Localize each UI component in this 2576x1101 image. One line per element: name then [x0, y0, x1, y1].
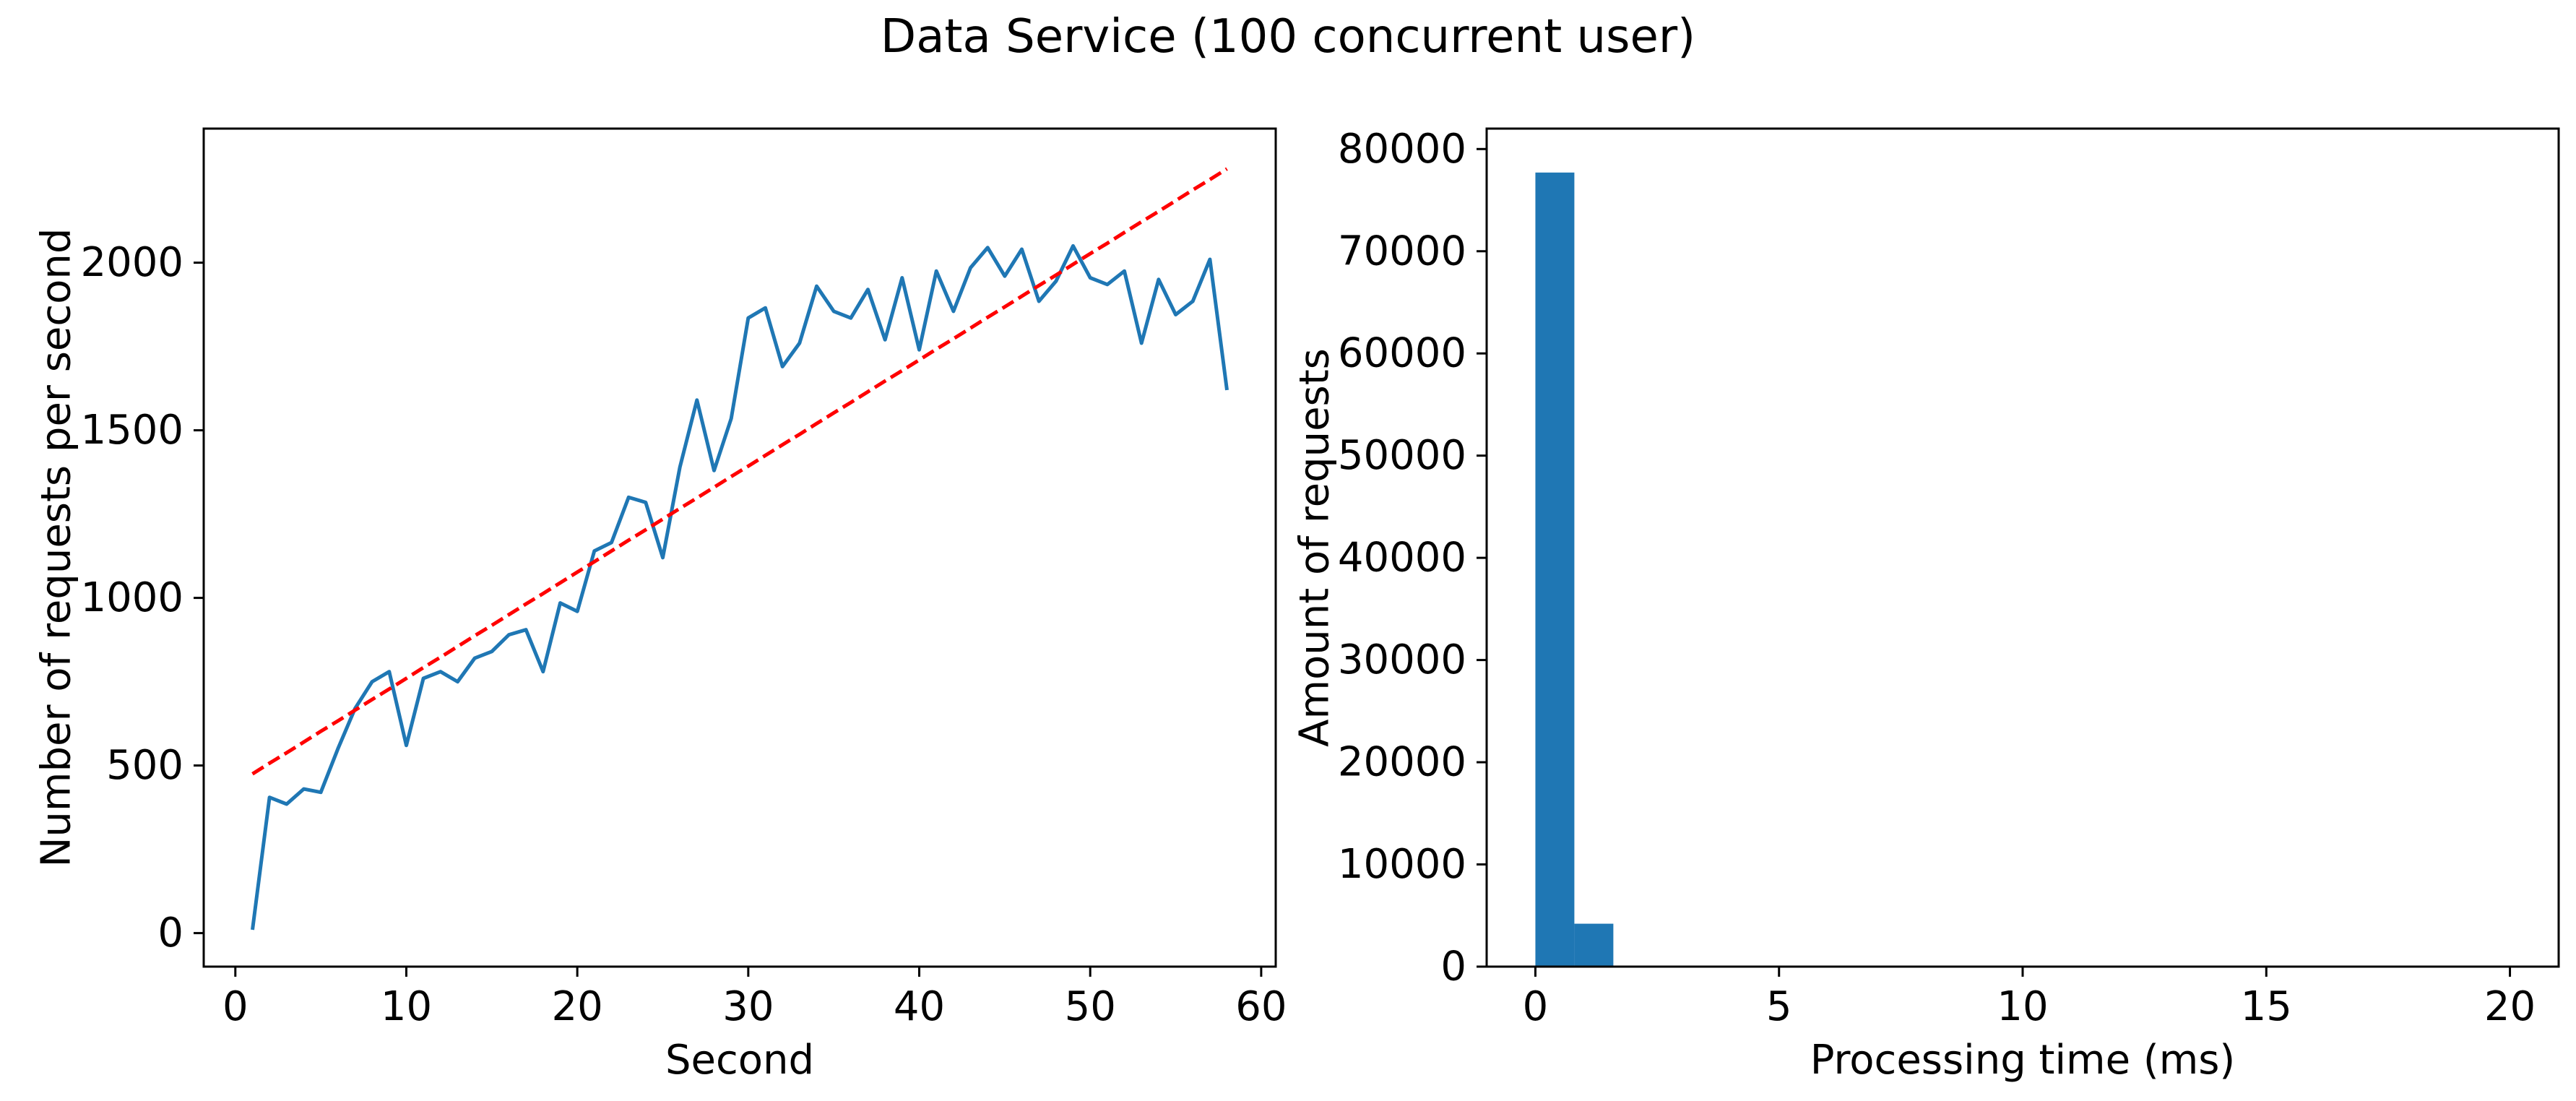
y-tick-label: 80000: [1338, 126, 1466, 173]
x-tick-label: 40: [894, 983, 945, 1030]
chart-2: [1477, 127, 2560, 977]
y-axis-label: Number of requests per second: [33, 228, 80, 868]
y-tick-label: 1500: [80, 407, 183, 454]
y-tick-label: 10000: [1338, 841, 1466, 888]
x-tick-label: 15: [2241, 983, 2292, 1030]
chart-1: [194, 127, 1277, 977]
x-tick-label: 10: [381, 983, 432, 1030]
x-tick-label: 10: [1997, 983, 2048, 1030]
x-tick-label: 20: [552, 983, 603, 1030]
axes-frame: [202, 127, 1277, 968]
y-tick-label: 2000: [80, 239, 183, 286]
x-tick-label: 20: [2484, 983, 2536, 1030]
x-tick-label: 0: [1523, 983, 1549, 1030]
x-tick-label: 30: [722, 983, 774, 1030]
y-tick-label: 0: [1440, 944, 1466, 990]
x-axis-label: Second: [665, 1037, 814, 1084]
x-tick-label: 60: [1235, 983, 1287, 1030]
y-tick-label: 70000: [1338, 228, 1466, 275]
y-tick-label: 1000: [80, 574, 183, 621]
y-tick-label: 20000: [1338, 739, 1466, 786]
trend-line: [251, 167, 1228, 776]
requests-line: [251, 243, 1229, 931]
y-tick-label: 60000: [1338, 330, 1466, 377]
histogram-bar: [1535, 172, 1575, 967]
x-tick-label: 0: [222, 983, 248, 1030]
y-tick-label: 30000: [1338, 636, 1466, 683]
x-tick-label: 50: [1065, 983, 1116, 1030]
x-tick-label: 5: [1766, 983, 1792, 1030]
axes-frame: [1485, 127, 2560, 968]
y-tick-label: 50000: [1338, 432, 1466, 479]
figure-title: Data Service (100 concurrent user): [880, 10, 1696, 64]
y-axis-label: Amount of requests: [1292, 348, 1339, 747]
x-axis-label: Processing time (ms): [1810, 1037, 2236, 1084]
y-tick-label: 500: [106, 742, 183, 789]
y-tick-label: 0: [157, 910, 183, 957]
y-tick-label: 40000: [1338, 535, 1466, 582]
histogram-bar: [1574, 923, 1614, 967]
